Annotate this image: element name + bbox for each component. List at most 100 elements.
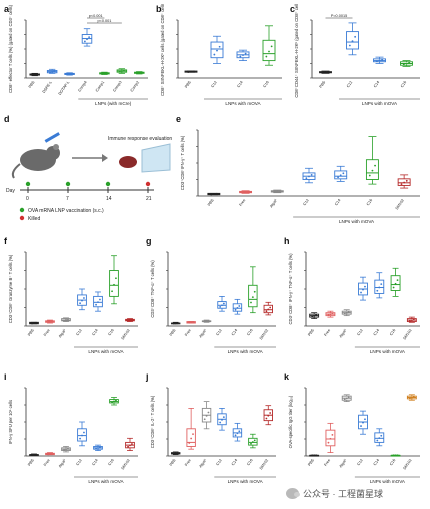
data-point (324, 71, 327, 74)
timeline-marker (145, 181, 151, 187)
data-point (337, 176, 339, 179)
data-point (394, 454, 397, 457)
data-point (207, 320, 210, 322)
panel-k: k OVA-specific IgG titer (log₁₀) PBS Free A… (284, 372, 426, 486)
y-axis-label: CD3⁺CD8⁺ TNF-α⁺ T cells (%) (150, 260, 155, 318)
data-point (354, 35, 357, 38)
data-point (47, 321, 49, 323)
data-point (123, 69, 125, 72)
group-label: LNPs with mOVA (362, 101, 398, 106)
data-point (238, 430, 241, 433)
x-tick-label: Algal¹ (58, 458, 67, 469)
data-point (99, 446, 101, 449)
x-tick-label: PBS (319, 80, 327, 89)
data-point (35, 453, 37, 456)
data-point (210, 193, 213, 196)
panel-h-chart: CD3⁺CD8⁺ IFN-γ⁺ TNF-α⁺ T cells (%) PBS Fre… (288, 251, 420, 354)
data-point (362, 421, 364, 424)
data-point (410, 319, 413, 322)
data-point (203, 320, 206, 323)
data-point (113, 400, 115, 403)
data-point (360, 425, 362, 427)
data-point (215, 192, 218, 195)
x-tick-label: SM102 (402, 458, 412, 470)
x-tick-label: C14 (92, 458, 99, 466)
data-point (244, 52, 247, 55)
x-tick-label: Algal¹ (199, 458, 208, 469)
x-tick-label: C16 (263, 80, 270, 88)
data-point (205, 320, 208, 323)
data-point (242, 54, 244, 56)
x-tick-label: C16 (400, 80, 407, 88)
data-point (176, 452, 179, 454)
group-label: LNPs with mOVA (228, 479, 264, 484)
data-point (368, 174, 371, 177)
x-tick-label: Algal¹ (339, 328, 348, 339)
data-point (81, 434, 83, 437)
data-point (216, 49, 218, 52)
watermark: 公众号 · 工程菌星球 (286, 485, 426, 501)
data-point (234, 434, 237, 437)
x-tick-label: Free (184, 328, 192, 337)
data-point (342, 172, 345, 175)
x-tick-label: Algal¹ (199, 328, 208, 339)
data-point (192, 70, 195, 73)
data-point (412, 396, 415, 398)
timeline-marker (25, 181, 31, 187)
data-point (402, 63, 405, 66)
x-tick-label: SM102 (259, 458, 269, 470)
data-point (238, 305, 241, 307)
panel-g: g CD3⁺CD8⁺ TNF-α⁺ T cells (%) PBS Free Alga… (146, 236, 282, 356)
significance-label: p<0.001 (89, 14, 103, 18)
data-point (190, 321, 193, 324)
x-tick-label: C12 (211, 80, 218, 88)
x-tick-label: PBS (207, 198, 215, 207)
x-tick-label: C14 (334, 198, 341, 206)
data-point (79, 437, 81, 440)
panel-g-chart: CD3⁺CD8⁺ TNF-α⁺ T cells (%) PBS Free Algal¹… (150, 251, 276, 354)
data-point (253, 439, 256, 442)
panel-c: c CD8⁺CD44⁺ SIINFEKL-H-2Kᵇ (gated on CD8… (290, 0, 426, 108)
x-tick-label: C16 (246, 328, 253, 336)
data-point (412, 318, 415, 321)
x-tick-label: C14 (231, 458, 238, 466)
data-point (129, 444, 131, 447)
data-point (331, 433, 334, 436)
data-point (239, 55, 242, 58)
data-point (83, 40, 86, 43)
x-tick-label: Free (239, 198, 247, 207)
data-point (308, 175, 310, 178)
data-point (364, 285, 366, 288)
data-point (53, 70, 56, 73)
data-point (347, 311, 350, 313)
data-point (396, 279, 399, 282)
data-point (315, 454, 318, 457)
y-axis-label: CD8⁺ effector T cells (%) (gated on CD3⁺… (8, 4, 13, 93)
data-point (378, 286, 381, 289)
data-point (327, 71, 330, 73)
data-point (31, 322, 33, 325)
box (262, 39, 276, 62)
panel-d: d Immune response evaluation Day 0 7 14 21 … (4, 114, 174, 226)
y-axis-label: CD3⁺CD8⁺ Granzyme B⁺ T cells (%) (8, 254, 13, 323)
data-point (81, 299, 83, 302)
data-point (327, 314, 330, 316)
data-point (408, 320, 411, 322)
group-label: LNPs with mOVA (88, 479, 124, 484)
data-point (396, 454, 399, 457)
panel-label: f (4, 236, 7, 246)
data-point (33, 73, 36, 76)
significance-label: p<0.001 (98, 19, 112, 23)
data-point (251, 441, 254, 443)
y-axis-label: CD3⁺CD8⁺ IL-2⁺ T cells (%) (150, 395, 155, 448)
timeline-day: 21 (146, 196, 152, 202)
y-axis-label: CD8⁺ SIINFEKL-H-2Kᵇ cells (gated on CD8⁺… (160, 4, 165, 96)
data-point (270, 45, 273, 48)
x-tick-label: C16 (108, 458, 115, 466)
data-point (131, 443, 133, 445)
data-point (247, 190, 250, 193)
group-label: LNPs with mOVA (370, 479, 406, 484)
x-tick-label: SM102 (121, 328, 131, 340)
panel-label: k (284, 372, 290, 382)
data-point (236, 306, 239, 309)
